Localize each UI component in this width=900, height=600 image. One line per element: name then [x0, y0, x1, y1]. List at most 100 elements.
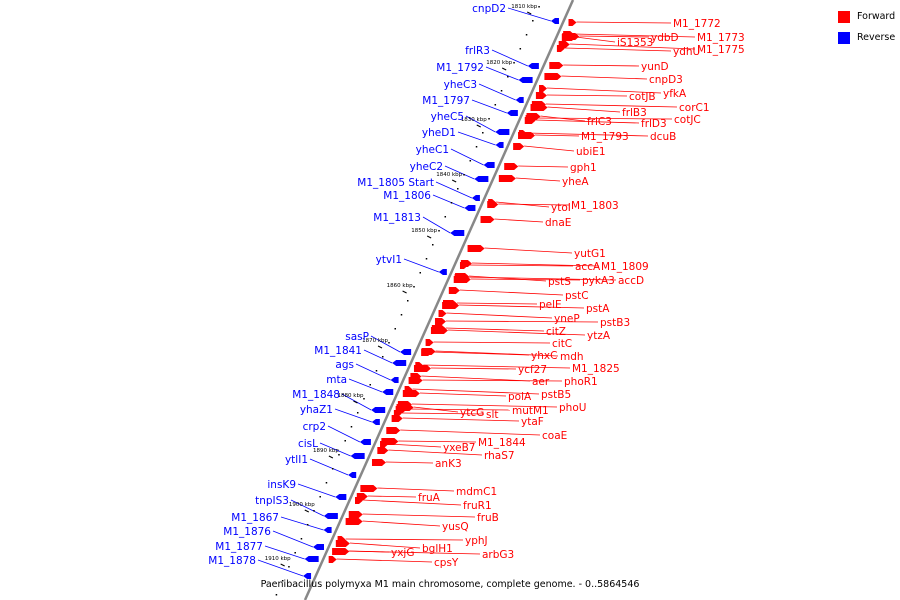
- reverse-gene-label[interactable]: M1_1848: [292, 389, 340, 401]
- reverse-gene-label[interactable]: M1_1792: [436, 62, 484, 74]
- forward-gene-label[interactable]: ydbD: [651, 32, 679, 44]
- forward-gene-label[interactable]: cotJB: [629, 91, 656, 103]
- reverse-gene-label[interactable]: yheC2: [410, 161, 443, 173]
- forward-gene-label[interactable]: M1_1775: [697, 44, 745, 56]
- forward-gene-label[interactable]: ytcG: [460, 407, 484, 419]
- reverse-gene-label[interactable]: mta: [326, 374, 347, 386]
- forward-gene-label[interactable]: fruR1: [463, 500, 492, 512]
- forward-gene-label[interactable]: yhxC: [531, 350, 557, 362]
- forward-gene-label[interactable]: M1_1772: [673, 18, 721, 30]
- forward-gene-label[interactable]: aer: [532, 376, 550, 388]
- forward-gene-label[interactable]: cpsY: [434, 557, 459, 569]
- reverse-gene-glyph: [323, 527, 332, 533]
- forward-gene-label[interactable]: cotJC: [674, 114, 701, 126]
- forward-gene-label[interactable]: dnaE: [545, 217, 571, 229]
- forward-gene-label[interactable]: phoR1: [564, 376, 598, 388]
- forward-gene-label[interactable]: ytaF: [521, 416, 544, 428]
- forward-gene-label[interactable]: yphJ: [465, 535, 488, 547]
- forward-gene-label[interactable]: anK3: [435, 458, 462, 470]
- reverse-gene-label[interactable]: ags: [335, 359, 354, 371]
- forward-gene-label[interactable]: yfkA: [663, 88, 687, 100]
- forward-gene-label[interactable]: pstB3: [600, 317, 630, 329]
- forward-gene-label[interactable]: pelE: [539, 299, 562, 311]
- forward-gene-label[interactable]: mdh: [560, 351, 584, 363]
- forward-gene-label[interactable]: frlC3: [587, 116, 612, 128]
- forward-gene-label[interactable]: gph1: [570, 162, 597, 174]
- forward-gene-label[interactable]: M1_1793: [581, 131, 629, 143]
- reverse-gene-label[interactable]: M1_1867: [231, 512, 279, 524]
- forward-gene-label[interactable]: yxjG: [391, 547, 414, 559]
- forward-gene-label[interactable]: ytzA: [587, 330, 611, 342]
- reverse-gene-label[interactable]: M1_1797: [422, 95, 470, 107]
- reverse-gene-label[interactable]: tnpIS3: [255, 495, 289, 507]
- forward-gene-label[interactable]: pstB5: [541, 389, 571, 401]
- reverse-gene-label[interactable]: frlR3: [465, 45, 490, 57]
- forward-gene-label[interactable]: yneP: [554, 313, 580, 325]
- forward-gene-label[interactable]: coaE: [542, 430, 567, 442]
- forward-gene-label[interactable]: polA: [508, 391, 532, 403]
- forward-leader-line: [470, 278, 581, 281]
- forward-gene-label[interactable]: corC1: [679, 102, 710, 114]
- reverse-gene-label[interactable]: sasP: [345, 331, 369, 343]
- reverse-gene-label[interactable]: yheC1: [416, 144, 449, 156]
- reverse-gene-label[interactable]: ytvI1: [376, 254, 402, 266]
- forward-gene-label[interactable]: cnpD3: [649, 74, 683, 86]
- forward-gene-label[interactable]: M1_1825: [572, 363, 620, 375]
- reverse-gene-label[interactable]: yheC3: [444, 79, 477, 91]
- reverse-gene-label[interactable]: crp2: [303, 421, 326, 433]
- reverse-gene-label[interactable]: yheD1: [422, 127, 456, 139]
- minor-tick: [281, 580, 284, 582]
- forward-gene-label[interactable]: frlD3: [641, 118, 667, 130]
- forward-gene-label[interactable]: pstC: [565, 290, 589, 302]
- reverse-gene-label[interactable]: yhaZ1: [300, 404, 333, 416]
- forward-gene-label[interactable]: citC: [552, 338, 572, 350]
- forward-gene-label[interactable]: M1_1844: [478, 437, 526, 449]
- forward-gene-label[interactable]: citZ: [546, 326, 566, 338]
- forward-gene-label[interactable]: fruA: [418, 492, 441, 504]
- forward-gene-label[interactable]: pstS: [548, 276, 571, 288]
- reverse-gene-label[interactable]: M1_1877: [215, 541, 263, 553]
- tick-mark: [353, 400, 358, 404]
- forward-gene-label[interactable]: mutM1: [512, 405, 549, 417]
- forward-gene-label[interactable]: yheA: [562, 176, 589, 188]
- forward-gene-label[interactable]: yunD: [641, 61, 669, 73]
- forward-gene-label[interactable]: rhaS7: [484, 450, 515, 462]
- forward-gene-label[interactable]: yutG1: [574, 248, 606, 260]
- forward-gene-label[interactable]: slt: [486, 409, 499, 421]
- reverse-gene-label[interactable]: M1_1841: [314, 345, 362, 357]
- forward-gene-label[interactable]: iS1353: [617, 37, 653, 49]
- forward-gene-glyph: [348, 511, 363, 518]
- forward-gene-label[interactable]: accD: [618, 275, 644, 287]
- reverse-gene-label[interactable]: cnpD2: [472, 3, 506, 15]
- forward-gene-label[interactable]: ycf27: [518, 364, 547, 376]
- forward-gene-label[interactable]: pstA: [586, 303, 610, 315]
- reverse-gene-label[interactable]: insK9: [267, 479, 296, 491]
- reverse-gene-label[interactable]: yheC5: [431, 111, 464, 123]
- reverse-gene-label[interactable]: M1_1876: [223, 526, 271, 538]
- reverse-gene-label[interactable]: M1_1878: [208, 555, 256, 567]
- forward-gene-label[interactable]: yxeB7: [443, 442, 475, 454]
- forward-gene-label[interactable]: ydhU: [673, 46, 700, 58]
- forward-gene-label[interactable]: pykA3: [582, 275, 615, 287]
- reverse-gene-label[interactable]: M1_1805 Start: [357, 177, 434, 189]
- tick-mark: [402, 290, 407, 294]
- forward-gene-label[interactable]: arbG3: [482, 549, 514, 561]
- reverse-gene-label[interactable]: cisL: [298, 438, 318, 450]
- forward-gene-label[interactable]: M1_1773: [697, 32, 745, 44]
- forward-gene-label[interactable]: phoU: [559, 402, 586, 414]
- reverse-gene-label[interactable]: ytlI1: [285, 454, 308, 466]
- forward-gene-label[interactable]: ubiE1: [576, 146, 606, 158]
- forward-gene-label[interactable]: frlB3: [622, 107, 647, 119]
- forward-gene-label[interactable]: dcuB: [650, 131, 676, 143]
- forward-gene-label[interactable]: M1_1803: [571, 200, 619, 212]
- reverse-gene-label[interactable]: M1_1806: [383, 190, 431, 202]
- forward-gene-label[interactable]: yusQ: [442, 521, 469, 533]
- forward-gene-label[interactable]: M1_1809: [601, 261, 649, 273]
- forward-gene-label[interactable]: ytoI: [551, 202, 571, 214]
- forward-gene-label[interactable]: bglH1: [422, 543, 453, 555]
- forward-gene-label[interactable]: fruB: [477, 512, 499, 524]
- forward-leader-line: [469, 275, 547, 282]
- reverse-gene-label[interactable]: M1_1813: [373, 212, 421, 224]
- forward-gene-label[interactable]: mdmC1: [456, 486, 497, 498]
- forward-gene-label[interactable]: accA: [575, 261, 601, 273]
